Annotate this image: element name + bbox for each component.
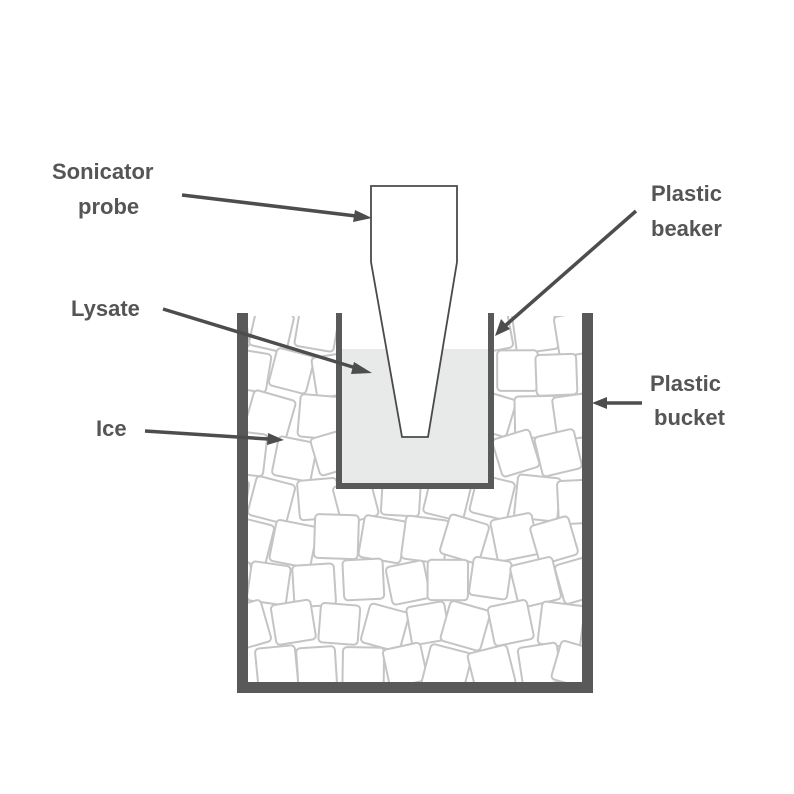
ice-cube	[295, 645, 338, 682]
arrowhead-plastic-beaker	[495, 319, 510, 336]
arrowhead-sonicator-probe	[353, 210, 372, 222]
ice-cube	[317, 602, 362, 646]
ice-cube	[360, 602, 410, 653]
ice-cube	[426, 558, 470, 602]
bucket-bottom	[237, 682, 593, 693]
label-lysate: Lysate	[71, 296, 140, 321]
ice-cube	[248, 347, 273, 394]
ice-cube	[533, 428, 582, 478]
label-plastic-beaker-line1: Plastic	[651, 181, 722, 206]
ice-cube	[529, 515, 579, 566]
label-plastic-bucket-line1: Plastic	[650, 371, 721, 396]
ice-cube	[248, 599, 272, 653]
label-arrows	[144, 193, 642, 445]
ice-cube	[496, 349, 539, 392]
ice-cube	[466, 644, 517, 682]
ice-cube	[486, 599, 535, 647]
ice-cube	[341, 646, 386, 682]
ice-cube	[312, 513, 360, 561]
ice-cube	[468, 555, 513, 601]
arrowhead-plastic-bucket	[592, 397, 607, 409]
ice-cube	[384, 559, 431, 606]
arrow-ice	[144, 429, 269, 441]
ice-cube	[420, 643, 473, 682]
ice-cube	[439, 600, 492, 652]
ice-cube	[293, 316, 341, 353]
ice-cube	[271, 435, 319, 483]
arrowhead-ice	[267, 433, 284, 445]
ice-cube	[551, 391, 582, 442]
arrow-lysate	[162, 307, 357, 370]
arrow-sonicator-probe	[181, 193, 357, 218]
beaker-right-wall	[488, 313, 494, 489]
label-ice: Ice	[96, 416, 127, 441]
ice-cube	[550, 639, 582, 682]
plastic-beaker	[336, 313, 494, 489]
ice-cube	[268, 519, 319, 569]
sonicator-probe	[370, 185, 458, 438]
label-plastic-bucket-line2: bucket	[654, 405, 726, 430]
label-sonicator: Sonicator	[52, 159, 154, 184]
ice-cube	[556, 478, 582, 526]
ice-cube	[248, 560, 292, 607]
arrowhead-lysate	[351, 362, 372, 374]
ice-cube	[341, 557, 386, 602]
bucket-left-wall	[237, 313, 248, 693]
label-probe: probe	[78, 194, 139, 219]
ice-cube	[534, 352, 579, 397]
label-plastic-beaker-line2: beaker	[651, 216, 722, 241]
beaker-bottom	[336, 483, 494, 489]
ice-cube	[439, 513, 490, 565]
ice-cube	[357, 514, 408, 565]
ice-cube	[248, 515, 275, 568]
bucket-right-wall	[582, 313, 593, 693]
plastic-bucket	[237, 313, 593, 693]
ice-cube	[554, 554, 582, 605]
ice-cube	[269, 598, 317, 646]
ice-cube	[267, 347, 316, 395]
ice-cube	[248, 316, 295, 354]
ice-cube	[291, 562, 337, 609]
ice-cube	[536, 600, 582, 650]
beaker-left-wall	[336, 313, 342, 489]
ice-cube	[553, 316, 582, 358]
ice-cube	[248, 475, 297, 525]
ice-cube	[248, 429, 269, 478]
ice-cube	[491, 428, 541, 478]
arrow-plastic-beaker	[504, 209, 638, 327]
ice-cube	[381, 641, 429, 682]
